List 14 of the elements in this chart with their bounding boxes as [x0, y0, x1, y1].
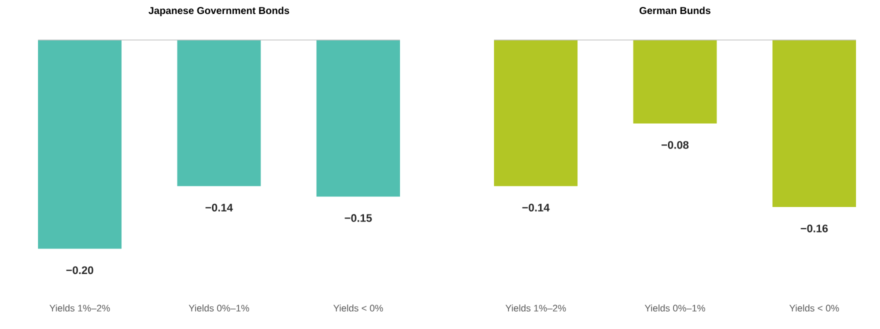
- x-tick-label: Yields 0%–1%: [188, 304, 250, 312]
- chart-title: Japanese Government Bonds: [148, 6, 290, 16]
- data-label: −0.16: [800, 224, 828, 232]
- x-tick-label: Yields 0%–1%: [644, 304, 706, 312]
- data-label: −0.15: [344, 214, 372, 222]
- x-tick-label: Yields < 0%: [333, 304, 383, 312]
- x-tick-label: Yields < 0%: [789, 304, 839, 312]
- data-label: −0.20: [66, 266, 94, 274]
- data-label: −0.08: [662, 141, 689, 149]
- data-label: −0.14: [206, 204, 233, 212]
- chart-title: German Bunds: [640, 6, 710, 14]
- x-tick-label: Yields 1%–2%: [506, 304, 566, 312]
- data-label: −0.14: [522, 204, 550, 212]
- x-tick-label: Yields 1%–2%: [50, 304, 110, 312]
